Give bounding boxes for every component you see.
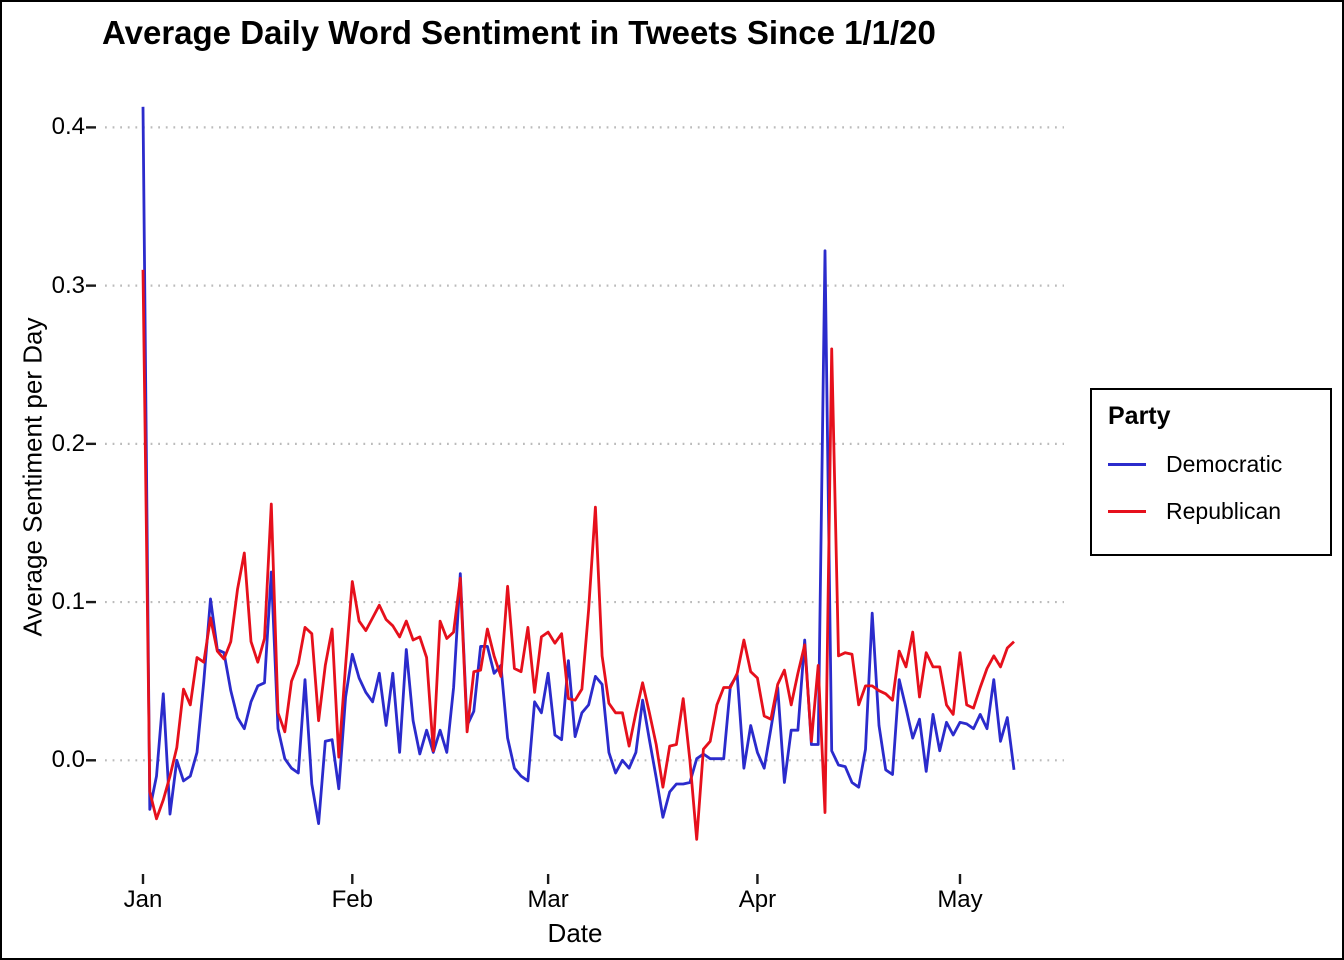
x-tick-label: Feb (331, 886, 373, 913)
legend: Party Democratic Republican (1090, 388, 1332, 556)
x-axis-title: Date (547, 918, 603, 948)
legend-label-democratic: Democratic (1166, 450, 1283, 477)
series-line-democratic (141, 106, 1016, 825)
x-tick-label: Jan (123, 886, 163, 913)
y-axis-title: Average Sentiment per Day (17, 317, 48, 637)
legend-title: Party (1108, 402, 1171, 430)
legend-item-republican: Republican (1108, 498, 1330, 524)
legend-item-democratic: Democratic (1108, 451, 1330, 477)
series-line-republican (141, 269, 1015, 841)
republican-line-key (1108, 509, 1146, 513)
y-tick-label: 0.1 (51, 588, 85, 616)
y-tick-label: 0.0 (51, 746, 85, 774)
legend-label-republican: Republican (1166, 497, 1282, 524)
x-tick-label: Apr (738, 886, 777, 913)
democratic-line-key (1108, 462, 1146, 466)
x-tick-label: Mar (527, 886, 569, 913)
chart-title: Average Daily Word Sentiment in Tweets S… (102, 14, 936, 51)
y-tick-label: 0.2 (51, 429, 85, 457)
y-tick-label: 0.3 (51, 271, 85, 299)
y-tick-label: 0.4 (51, 113, 85, 141)
x-tick-label: May (937, 886, 983, 913)
